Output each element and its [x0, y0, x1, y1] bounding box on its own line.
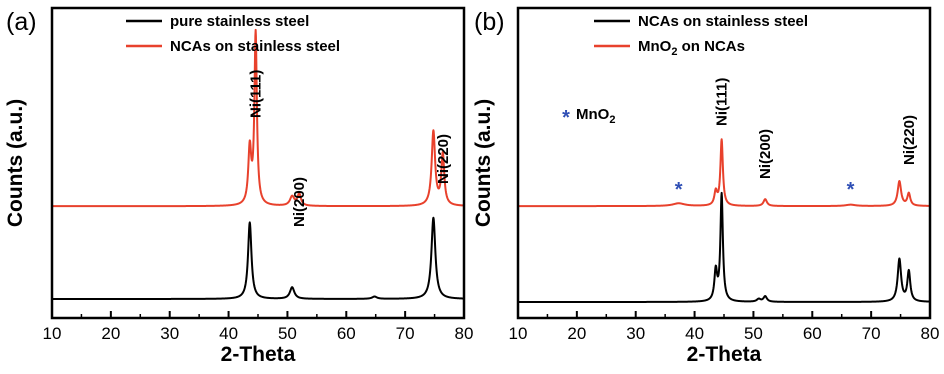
panel-a: 10 20 30 40 50 60 70 80 2-Theta Counts (a.u.) (a) p… — [4, 6, 474, 366]
x-tick-label: 40 — [219, 324, 238, 343]
x-tick-label: 60 — [803, 324, 822, 343]
x-tick-label: 80 — [921, 324, 940, 343]
legend-label-0: pure stainless steel — [170, 13, 309, 30]
series-line-0 — [51, 216, 465, 300]
legend-label-0: NCAs on stainless steel — [638, 13, 808, 30]
series-line-1 — [51, 28, 465, 208]
marker-legend-star: * — [562, 107, 570, 129]
series-line-0 — [517, 191, 931, 303]
x-tick-label: 10 — [43, 324, 62, 343]
x-tick-label: 50 — [278, 324, 297, 343]
series-line-1 — [517, 138, 931, 208]
panel-b: 10 20 30 40 50 60 70 80 2-Theta Counts (a.u.) (b) N… — [472, 6, 940, 366]
x-tick-label: 70 — [862, 324, 881, 343]
legend-label-1: NCAs on stainless steel — [170, 38, 340, 55]
peak-label: Ni(200) — [757, 129, 774, 179]
y-axis-title: Counts (a.u.) — [4, 99, 27, 227]
x-tick-label: 70 — [396, 324, 415, 343]
x-tick-label: 30 — [626, 324, 645, 343]
x-tick-label: 20 — [567, 324, 586, 343]
peak-label: Ni(200) — [291, 177, 308, 227]
x-tick-label: 40 — [685, 324, 704, 343]
x-tick-label: 30 — [160, 324, 179, 343]
marker-legend-label: MnO2 — [576, 106, 615, 126]
y-axis-title: Counts (a.u.) — [472, 99, 495, 227]
x-tick-label: 10 — [509, 324, 528, 343]
x-tick-label: 80 — [455, 324, 474, 343]
mno2-marker-star: * — [847, 179, 855, 201]
x-tick-label: 20 — [101, 324, 120, 343]
peak-label: Ni(220) — [435, 134, 452, 184]
peak-label: Ni(220) — [901, 115, 918, 165]
mno2-marker-star: * — [675, 179, 683, 201]
panel-label: (b) — [474, 8, 505, 36]
x-axis-title: 2-Theta — [221, 343, 296, 366]
peak-label: Ni(111) — [248, 70, 265, 118]
x-tick-label: 60 — [337, 324, 356, 343]
legend-label-1: MnO2 on NCAs — [638, 38, 745, 58]
x-axis-title: 2-Theta — [687, 343, 762, 366]
panel-label: (a) — [6, 8, 37, 36]
x-tick-label: 50 — [744, 324, 763, 343]
peak-label: Ni(111) — [714, 78, 731, 126]
